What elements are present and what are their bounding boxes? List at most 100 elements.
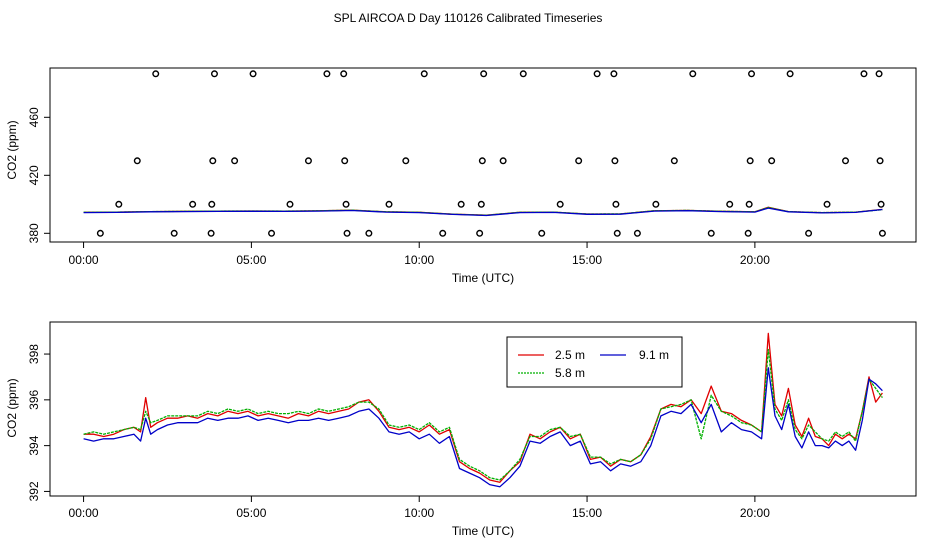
flag-point bbox=[823, 200, 831, 208]
plot-frame bbox=[49, 321, 917, 497]
flag-point bbox=[593, 70, 601, 78]
flag-point bbox=[439, 229, 447, 237]
plot-area bbox=[83, 332, 883, 488]
y-axis: 380 420 460 bbox=[27, 107, 50, 243]
flag-point bbox=[133, 157, 141, 165]
flag-point bbox=[210, 70, 218, 78]
x-tick-label: 15:00 bbox=[572, 506, 602, 520]
flag-point bbox=[209, 157, 217, 165]
flag-point bbox=[304, 157, 312, 165]
flag-point bbox=[402, 157, 410, 165]
flag-point bbox=[786, 70, 794, 78]
x-axis: 00:00 05:00 10:00 15:00 20:00 bbox=[69, 242, 770, 267]
legend-box bbox=[506, 336, 683, 388]
series-line-9-1-m bbox=[83, 207, 883, 217]
legend-label-2-5m: 2.5 m bbox=[555, 348, 585, 362]
flag-point bbox=[170, 229, 178, 237]
flag-point bbox=[152, 70, 160, 78]
y-tick-label: 392 bbox=[27, 481, 41, 501]
flag-point bbox=[457, 200, 465, 208]
flag-point bbox=[340, 70, 348, 78]
x-axis: 00:00 05:00 10:00 15:00 20:00 bbox=[69, 496, 770, 520]
x-axis-label: Time (UTC) bbox=[452, 271, 514, 285]
y-tick-label: 460 bbox=[27, 107, 41, 127]
y-tick-label: 380 bbox=[27, 223, 41, 243]
plot-frame bbox=[49, 67, 917, 243]
flag-point bbox=[385, 200, 393, 208]
flag-point bbox=[878, 229, 886, 237]
flag-point bbox=[575, 157, 583, 165]
flag-point bbox=[768, 157, 776, 165]
flag-point bbox=[476, 229, 484, 237]
flag-point bbox=[745, 200, 753, 208]
flag-point bbox=[748, 70, 756, 78]
flag-point bbox=[842, 157, 850, 165]
flag-point bbox=[249, 70, 257, 78]
legend: 2.5 m 9.1 m 5.8 m bbox=[506, 336, 683, 388]
flag-point bbox=[96, 229, 104, 237]
flag-point bbox=[744, 229, 752, 237]
x-tick-label: 00:00 bbox=[69, 506, 99, 520]
flag-point bbox=[877, 200, 885, 208]
flag-point bbox=[612, 200, 620, 208]
flag-point bbox=[652, 200, 660, 208]
legend-label-9-1m: 9.1 m bbox=[639, 348, 669, 362]
flag-point bbox=[707, 229, 715, 237]
flag-point bbox=[365, 229, 373, 237]
series-line-5-8-m bbox=[83, 348, 883, 481]
y-tick-label: 396 bbox=[27, 390, 41, 410]
flag-point bbox=[207, 229, 215, 237]
y-axis-label: CO2 (ppm) bbox=[5, 120, 19, 179]
flag-point bbox=[670, 157, 678, 165]
x-tick-label: 05:00 bbox=[236, 253, 266, 267]
figure-title: SPL AIRCOA D Day 110126 Calibrated Times… bbox=[334, 11, 603, 25]
flag-point bbox=[208, 200, 216, 208]
flag-point bbox=[610, 70, 618, 78]
y-axis: 392 394 396 398 bbox=[27, 344, 50, 501]
flag-point bbox=[860, 70, 868, 78]
x-tick-label: 10:00 bbox=[404, 506, 434, 520]
flag-point bbox=[268, 229, 276, 237]
y-axis-label: CO2 (ppm) bbox=[5, 378, 19, 437]
flags-panel: 00:00 05:00 10:00 15:00 20:00 380 420 460 Time… bbox=[5, 67, 917, 285]
x-tick-label: 15:00 bbox=[572, 253, 602, 267]
flag-point bbox=[115, 200, 123, 208]
flag-point bbox=[633, 229, 641, 237]
flag-point bbox=[189, 200, 197, 208]
flag-point bbox=[342, 200, 350, 208]
flag-point bbox=[420, 70, 428, 78]
x-tick-label: 00:00 bbox=[69, 253, 99, 267]
timeseries-panel: 00:00 05:00 10:00 15:00 20:00 392 394 396 398 T… bbox=[5, 321, 917, 538]
flag-point bbox=[480, 70, 488, 78]
flag-point bbox=[746, 157, 754, 165]
flag-point bbox=[477, 200, 485, 208]
flag-point bbox=[519, 70, 527, 78]
flag-point bbox=[689, 70, 697, 78]
series-line-9-1-m bbox=[83, 367, 883, 488]
flag-point bbox=[805, 229, 813, 237]
y-tick-label: 398 bbox=[27, 344, 41, 364]
flag-point bbox=[478, 157, 486, 165]
y-tick-label: 394 bbox=[27, 435, 41, 455]
flag-point bbox=[343, 229, 351, 237]
x-tick-label: 20:00 bbox=[740, 253, 770, 267]
flag-point bbox=[286, 200, 294, 208]
x-axis-label: Time (UTC) bbox=[452, 524, 514, 538]
flag-point bbox=[613, 229, 621, 237]
flag-point bbox=[726, 200, 734, 208]
series-line-2-5-m bbox=[83, 332, 883, 483]
flag-point bbox=[323, 70, 331, 78]
flag-point bbox=[538, 229, 546, 237]
x-tick-label: 20:00 bbox=[740, 506, 770, 520]
flag-point bbox=[875, 70, 883, 78]
x-tick-label: 05:00 bbox=[236, 506, 266, 520]
flag-point bbox=[611, 157, 619, 165]
legend-label-5-8m: 5.8 m bbox=[555, 366, 585, 380]
flag-point bbox=[556, 200, 564, 208]
x-tick-label: 10:00 bbox=[404, 253, 434, 267]
flag-point bbox=[341, 157, 349, 165]
plot-area bbox=[83, 70, 886, 237]
flag-point bbox=[876, 157, 884, 165]
flag-point bbox=[231, 157, 239, 165]
